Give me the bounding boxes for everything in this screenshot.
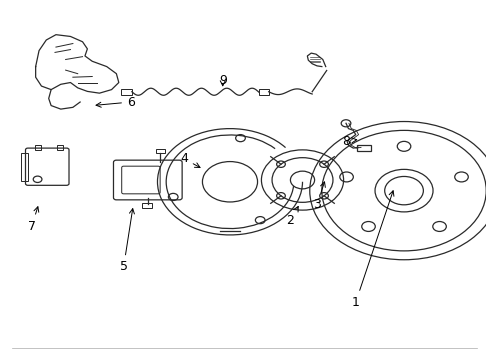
- Text: 4: 4: [180, 152, 200, 167]
- Text: 7: 7: [28, 207, 39, 233]
- Bar: [21, 153, 28, 181]
- Bar: [35, 145, 41, 150]
- Bar: [141, 203, 152, 208]
- Text: 8: 8: [341, 135, 356, 148]
- Bar: [156, 149, 164, 153]
- Bar: [57, 145, 62, 150]
- Bar: [259, 89, 268, 95]
- Bar: [121, 89, 132, 95]
- Text: 5: 5: [120, 209, 134, 273]
- Text: 1: 1: [351, 191, 393, 309]
- Text: 2: 2: [286, 206, 298, 227]
- Text: 3: 3: [312, 182, 325, 211]
- Text: 9: 9: [218, 74, 226, 87]
- Bar: [356, 145, 370, 151]
- Text: 6: 6: [96, 95, 135, 108]
